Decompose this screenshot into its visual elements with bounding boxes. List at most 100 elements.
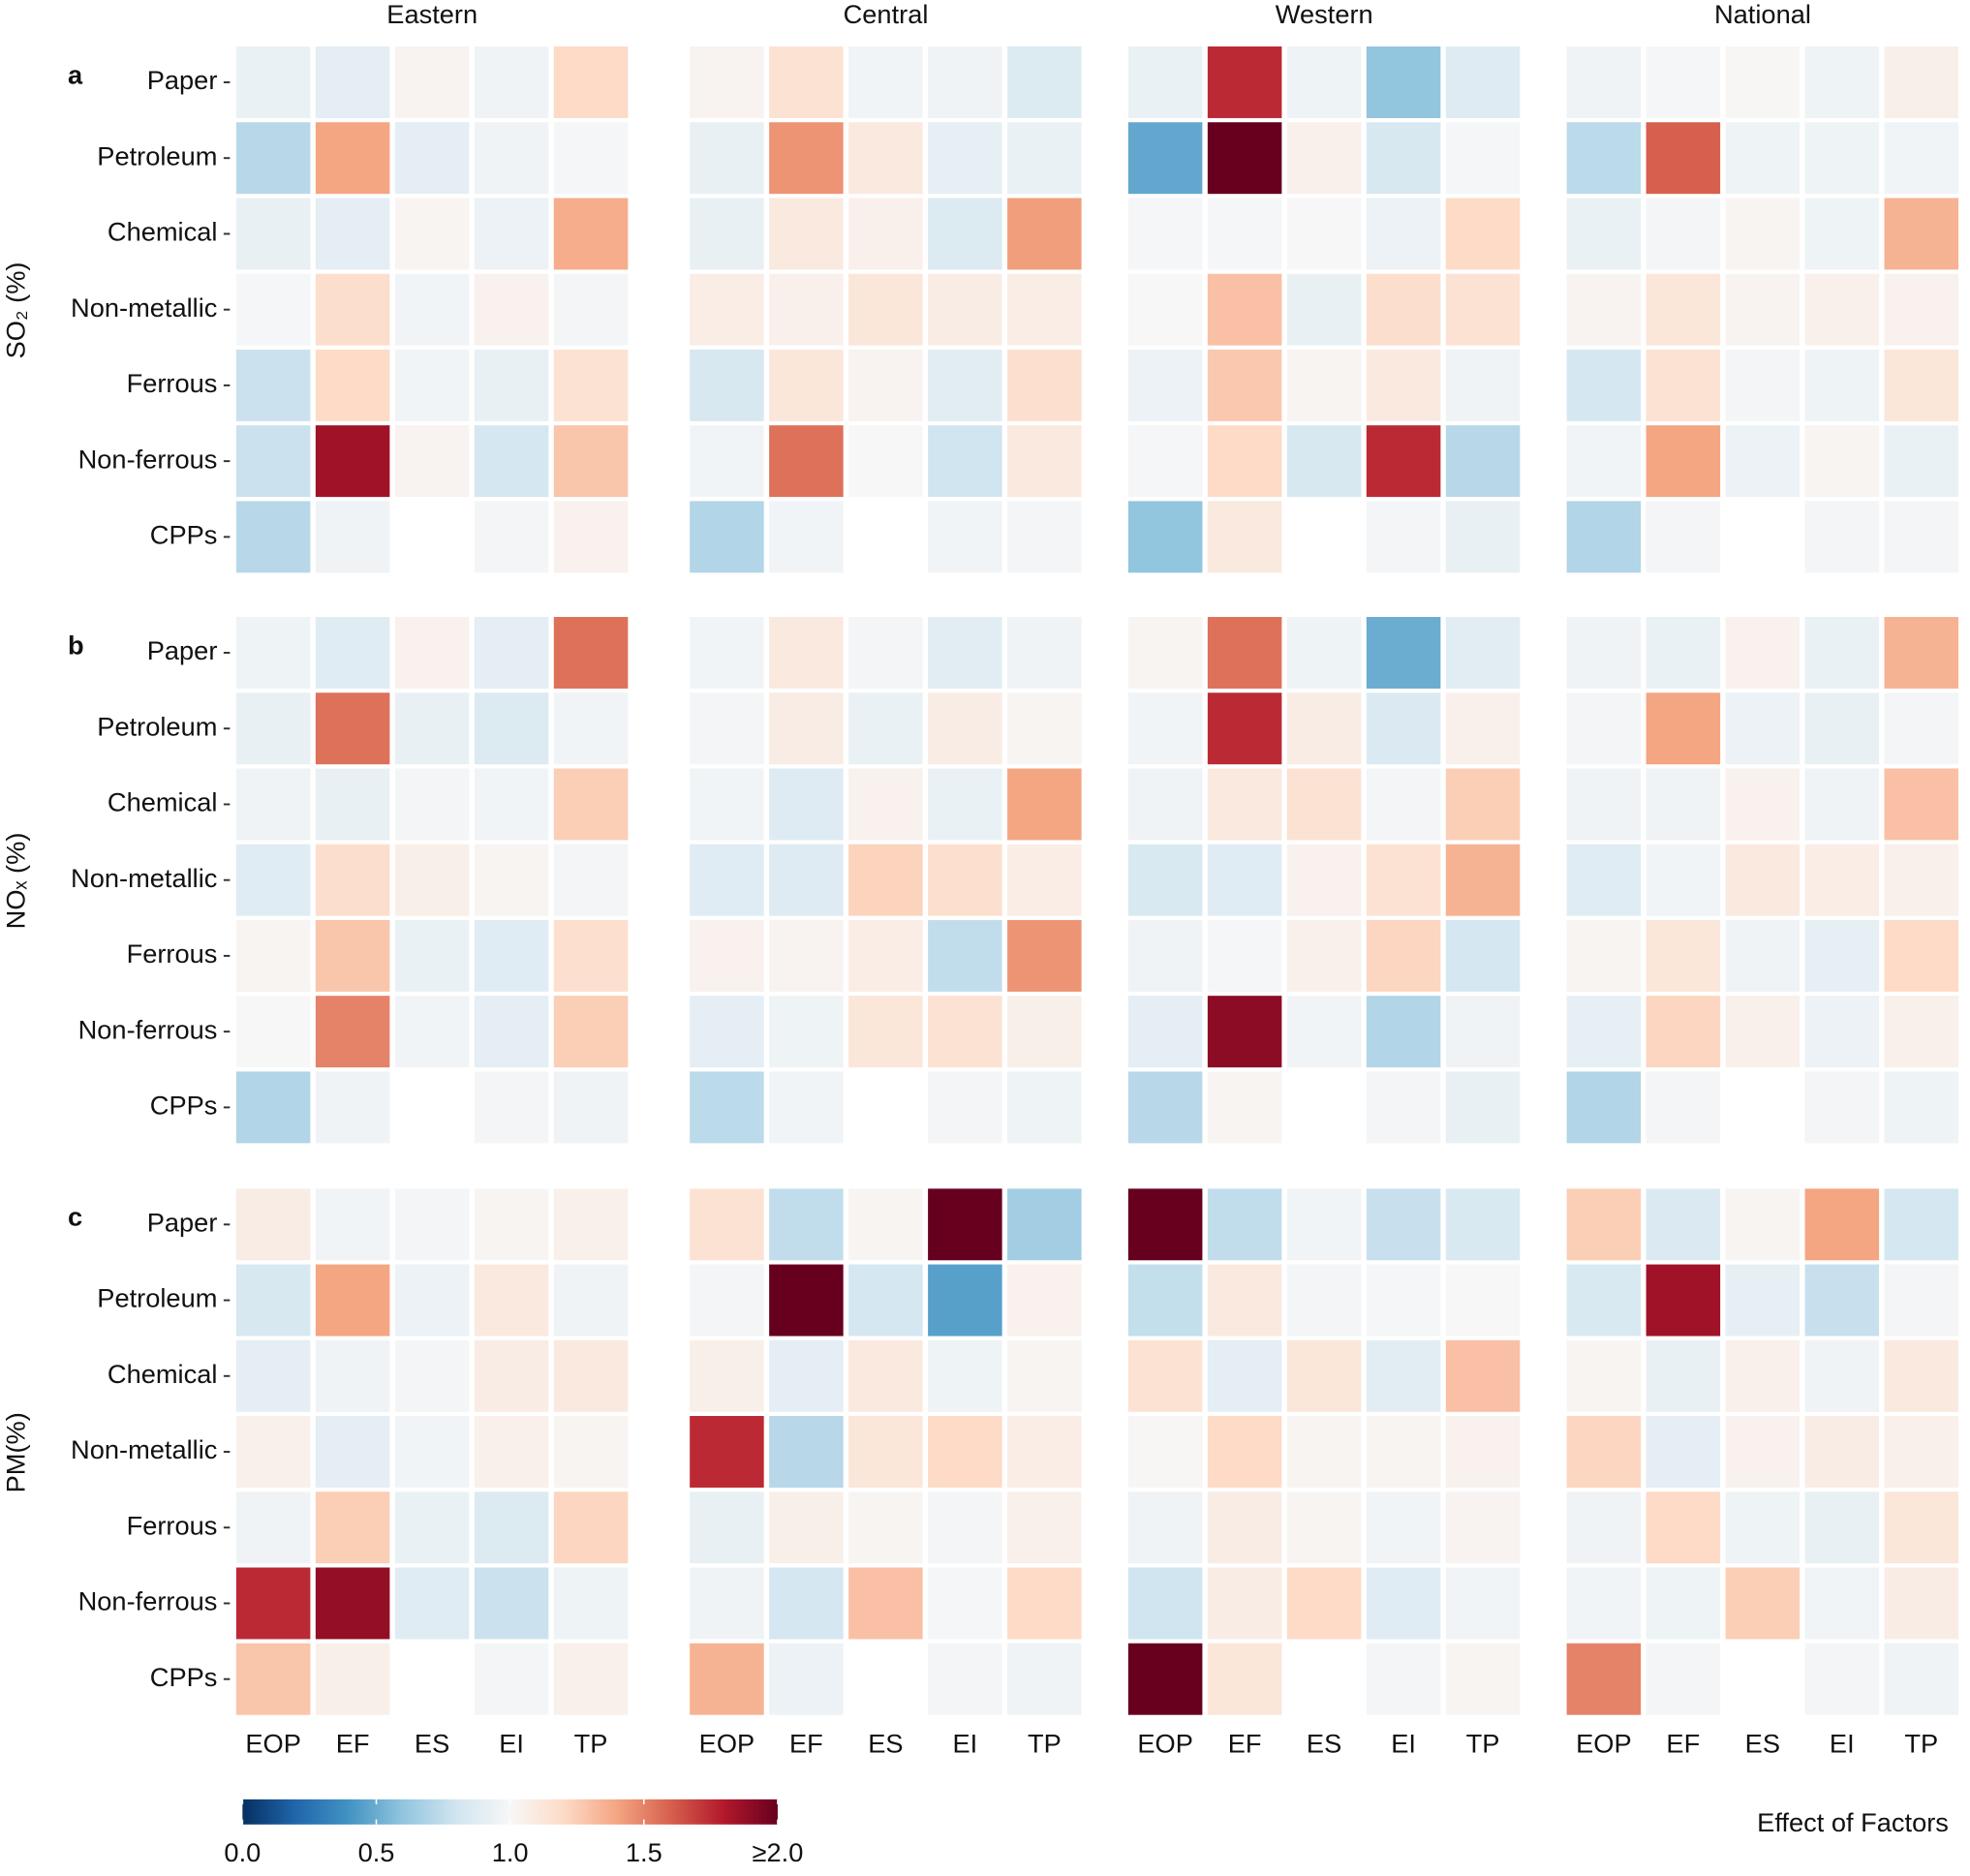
- heatmap-cell: [474, 1071, 549, 1144]
- heatmap-cell: [769, 198, 844, 270]
- heatmap-cell: [1646, 425, 1721, 498]
- heatmap-cell: [394, 1567, 470, 1640]
- heatmap-cell: [315, 1567, 390, 1640]
- heatmap-cell: [553, 349, 629, 421]
- heatmap-cell: [1445, 768, 1521, 841]
- heatmap-cell: [394, 198, 470, 270]
- heatmap-cell: [1366, 919, 1441, 992]
- heatmap-cell: [928, 1264, 1002, 1337]
- heatmap-cell: [1566, 1339, 1642, 1412]
- heatmap-cell: [1207, 1567, 1282, 1640]
- heatmap-cell: [1884, 1264, 1959, 1337]
- heatmap-cell: [474, 919, 549, 992]
- heatmap-cell: [928, 273, 1002, 346]
- heatmap-cell: [1127, 617, 1203, 689]
- heatmap-cell: [1884, 1188, 1959, 1261]
- heatmap-cell: [1566, 692, 1642, 765]
- heatmap-cell: [235, 349, 311, 421]
- heatmap-cell: [315, 198, 390, 270]
- heatmap-cell: [1725, 1188, 1801, 1261]
- heatmap-cell: [769, 692, 844, 765]
- heatmap-cell: [1286, 349, 1362, 421]
- heatmap-cell: [315, 996, 390, 1068]
- heatmap-cell: [474, 996, 549, 1068]
- heatmap-cell: [235, 844, 311, 916]
- colorbar-tick-label: ≥2.0: [753, 1837, 804, 1867]
- heatmap-cell: [553, 425, 629, 498]
- panel-letter: b: [68, 630, 84, 660]
- heatmap-cell: [928, 919, 1002, 992]
- heatmap-cell: [848, 996, 923, 1068]
- heatmap-cell: [1725, 122, 1801, 195]
- x-tick-label: EI: [499, 1728, 524, 1758]
- heatmap-cell: [1366, 122, 1441, 195]
- heatmap-cell: [928, 1339, 1002, 1412]
- heatmap-cell: [1007, 617, 1082, 689]
- heatmap-cell: [1445, 1339, 1521, 1412]
- heatmap-cell: [315, 1188, 390, 1261]
- heatmap-cell: [1884, 425, 1959, 498]
- heatmap-cell: [1286, 1264, 1362, 1337]
- heatmap-cell: [1127, 198, 1203, 270]
- heatmap-cell: [553, 1416, 629, 1488]
- heatmap-cell: [769, 844, 844, 916]
- colorbar-tick-label: 1.0: [492, 1837, 529, 1867]
- heatmap-cell: [1566, 349, 1642, 421]
- heatmap-cell: [474, 768, 549, 841]
- heatmap-cell: [553, 122, 629, 195]
- heatmap-cell: [928, 1188, 1002, 1261]
- heatmap-cell: [1725, 844, 1801, 916]
- heatmap-cell: [1646, 1416, 1721, 1488]
- heatmap-cell: [474, 1567, 549, 1640]
- x-tick-label: TP: [574, 1728, 608, 1758]
- y-tick-label: Non-ferrous: [78, 1586, 218, 1616]
- heatmap-cell: [1286, 768, 1362, 841]
- heatmap-cell: [1207, 501, 1282, 573]
- heatmap-cell: [1286, 617, 1362, 689]
- heatmap-cell: [1445, 198, 1521, 270]
- heatmap-cell: [848, 46, 923, 118]
- y-tick-label: Paper: [147, 635, 218, 665]
- heatmap-cell: [235, 768, 311, 841]
- y-tick-label: Non-metallic: [71, 1434, 217, 1464]
- heatmap-cell: [1366, 1071, 1441, 1144]
- heatmap-cell: [1366, 1567, 1441, 1640]
- heatmap-cell: [1207, 919, 1282, 992]
- y-tick-label: Ferrous: [127, 368, 218, 398]
- heatmap-cell: [1804, 349, 1880, 421]
- x-tick-label: ES: [415, 1728, 449, 1758]
- heatmap-cell: [394, 844, 470, 916]
- heatmap-cell: [1646, 349, 1721, 421]
- heatmap-cell: [1804, 1264, 1880, 1337]
- heatmap-cell: [235, 1071, 311, 1144]
- heatmap-cell: [690, 617, 764, 689]
- y-axis-title: NOₓ (%): [0, 833, 30, 930]
- heatmap-cell: [928, 844, 1002, 916]
- x-tick-label: EOP: [1576, 1728, 1632, 1758]
- heatmap-cell: [848, 349, 923, 421]
- heatmap-cell: [474, 122, 549, 195]
- heatmap-cell: [848, 617, 923, 689]
- heatmap-cell: [553, 844, 629, 916]
- heatmap-cell: [848, 919, 923, 992]
- heatmap-cell: [690, 1264, 764, 1337]
- heatmap-cell: [1725, 1567, 1801, 1640]
- heatmap-cell: [1646, 844, 1721, 916]
- heatmap-cell: [235, 692, 311, 765]
- heatmap-cell: [394, 768, 470, 841]
- heatmap-cell: [394, 425, 470, 498]
- heatmap-cell: [1566, 198, 1642, 270]
- heatmap-cell: [1286, 1416, 1362, 1488]
- heatmap-cell: [928, 1492, 1002, 1564]
- heatmap-cell: [1884, 692, 1959, 765]
- heatmap-cell: [1445, 1188, 1521, 1261]
- heatmap-cell: [1566, 1567, 1642, 1640]
- heatmap-cell: [1804, 768, 1880, 841]
- y-tick-label: CPPs: [150, 1662, 218, 1692]
- heatmap-cell: [1445, 919, 1521, 992]
- y-tick-label: Petroleum: [97, 711, 217, 741]
- heatmap-cell: [1207, 46, 1282, 118]
- heatmap-cell: [1646, 122, 1721, 195]
- heatmap-cell: [1725, 996, 1801, 1068]
